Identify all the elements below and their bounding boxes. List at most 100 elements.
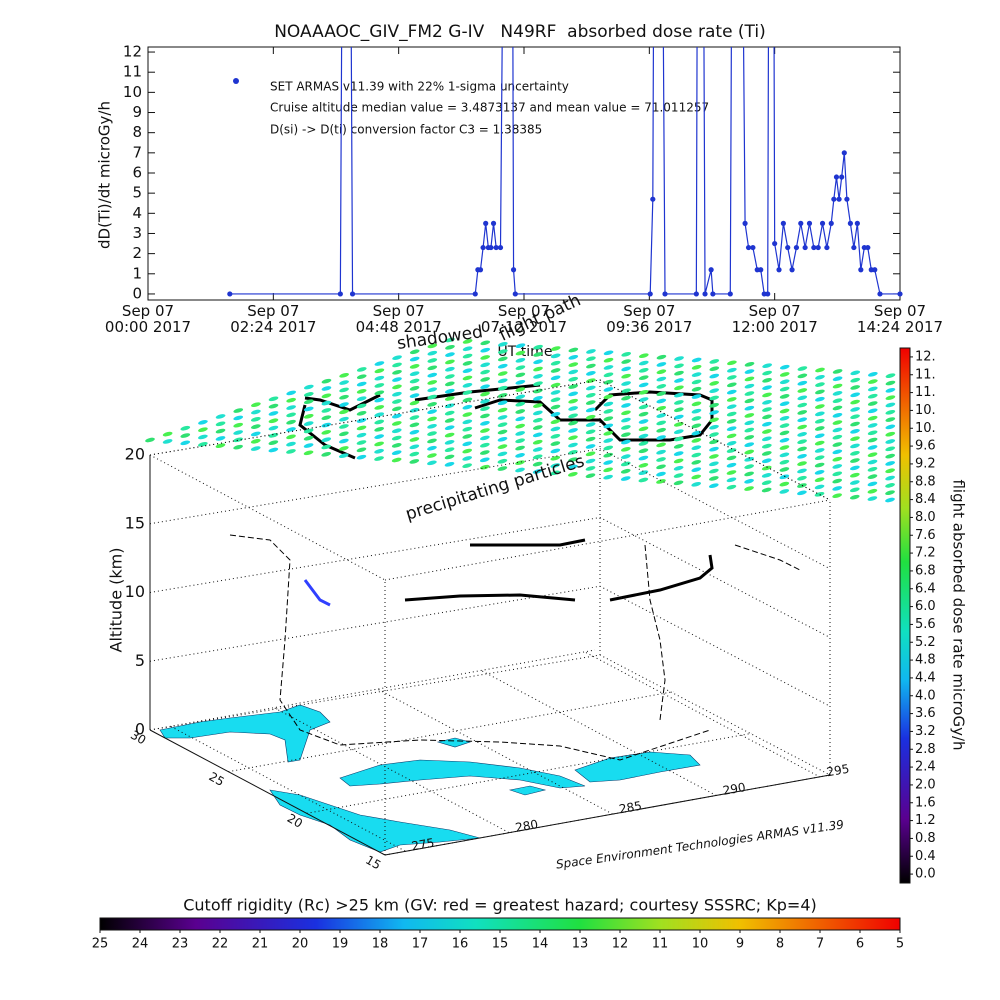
- particle-mark: [744, 442, 755, 448]
- particle-mark: [973, 460, 984, 466]
- particle-mark: [973, 380, 984, 386]
- particle-mark: [603, 452, 614, 458]
- particle-mark: [339, 402, 349, 407]
- y-tick-label: 3: [132, 224, 142, 242]
- data-point: [872, 267, 878, 273]
- z-tick-label: 15: [125, 513, 145, 532]
- particle-mark: [674, 392, 684, 398]
- particle-mark: [991, 425, 1000, 431]
- particle-mark: [480, 340, 491, 346]
- particle-mark: [779, 415, 790, 421]
- particle-mark: [797, 395, 808, 401]
- colorbar-tick-label: 5: [896, 937, 904, 952]
- particle-mark: [709, 388, 720, 393]
- colorbar-tick-label: 7: [816, 937, 824, 952]
- particle-mark: [867, 474, 878, 479]
- particle-mark: [550, 448, 561, 454]
- particle-mark: [462, 339, 473, 344]
- particle-mark: [744, 420, 755, 426]
- particle-mark: [956, 400, 967, 406]
- grid-line: [384, 774, 831, 856]
- particle-mark: [585, 444, 596, 449]
- particle-mark: [744, 413, 755, 418]
- particle-mark: [409, 349, 420, 355]
- particle-mark: [444, 381, 455, 387]
- particle-mark: [673, 407, 684, 413]
- particle-mark: [585, 392, 596, 398]
- particle-mark: [814, 433, 825, 439]
- credit: Space Environment Technologies ARMAS v11…: [555, 817, 845, 871]
- particle-mark: [762, 414, 772, 420]
- particle-mark: [462, 456, 473, 461]
- colorbar-tick-label: 24: [132, 937, 149, 952]
- particle-mark: [674, 378, 684, 383]
- particle-mark: [550, 360, 561, 366]
- particle-mark: [603, 372, 614, 378]
- particle-mark: [585, 378, 596, 383]
- particle-mark: [198, 434, 208, 440]
- axis-line: [149, 729, 386, 856]
- particle-mark: [391, 457, 402, 463]
- particle-mark: [955, 407, 966, 413]
- particle-mark: [427, 445, 437, 451]
- particle-mark: [356, 403, 367, 409]
- particle-mark: [497, 451, 508, 457]
- particle-mark: [356, 396, 367, 401]
- data-point: [815, 244, 821, 251]
- particle-mark: [656, 354, 667, 360]
- particle-mark: [638, 441, 649, 446]
- particle-mark: [832, 398, 843, 403]
- particle-mark: [797, 373, 808, 379]
- particle-mark: [885, 380, 896, 386]
- particle-mark: [568, 413, 578, 419]
- grid-line: [377, 688, 613, 815]
- particle-mark: [691, 460, 702, 465]
- particle-mark: [973, 453, 984, 459]
- particle-mark: [480, 435, 490, 441]
- particle-mark: [444, 461, 455, 467]
- particle-mark: [709, 395, 720, 401]
- particle-mark: [708, 483, 719, 489]
- data-point: [488, 244, 494, 251]
- particle-mark: [392, 399, 402, 404]
- particle-mark: [850, 429, 860, 434]
- particle-mark: [656, 362, 667, 367]
- particle-mark: [656, 376, 667, 382]
- grid-line: [149, 654, 831, 776]
- particle-mark: [638, 477, 649, 483]
- particle-mark: [621, 381, 631, 386]
- particle-mark: [832, 420, 843, 425]
- particle-mark: [268, 447, 279, 453]
- particle-mark: [709, 359, 720, 364]
- particle-mark: [850, 465, 860, 471]
- data-point: [510, 267, 517, 273]
- particle-mark: [744, 471, 754, 477]
- data-point: [793, 244, 800, 251]
- data-point: [806, 220, 813, 226]
- particle-mark: [480, 406, 490, 411]
- particle-mark: [691, 394, 702, 399]
- particle-mark: [497, 400, 508, 406]
- particle-mark: [621, 425, 631, 430]
- x-tick-label: Sep 07 07:12 2017: [480, 302, 568, 336]
- particle-mark: [339, 416, 349, 422]
- particle-mark: [603, 387, 614, 392]
- particle-mark: [691, 481, 702, 487]
- box-edge: [149, 454, 386, 581]
- particle-mark: [356, 389, 367, 394]
- box-edge: [384, 499, 831, 581]
- particle-mark: [938, 421, 949, 427]
- particle-mark: [215, 436, 226, 441]
- particle-mark: [532, 469, 543, 474]
- particle-mark: [444, 396, 455, 401]
- particle-mark: [409, 407, 420, 413]
- particle-mark: [621, 395, 631, 401]
- particle-mark: [585, 422, 596, 427]
- data-point: [847, 220, 853, 226]
- particle-mark: [938, 450, 949, 456]
- x-tick-label: Sep 07 14:24 2017: [856, 302, 944, 336]
- particle-mark: [515, 401, 526, 407]
- particle-mark: [603, 438, 614, 443]
- data-point: [647, 291, 653, 297]
- particle-mark: [444, 425, 455, 431]
